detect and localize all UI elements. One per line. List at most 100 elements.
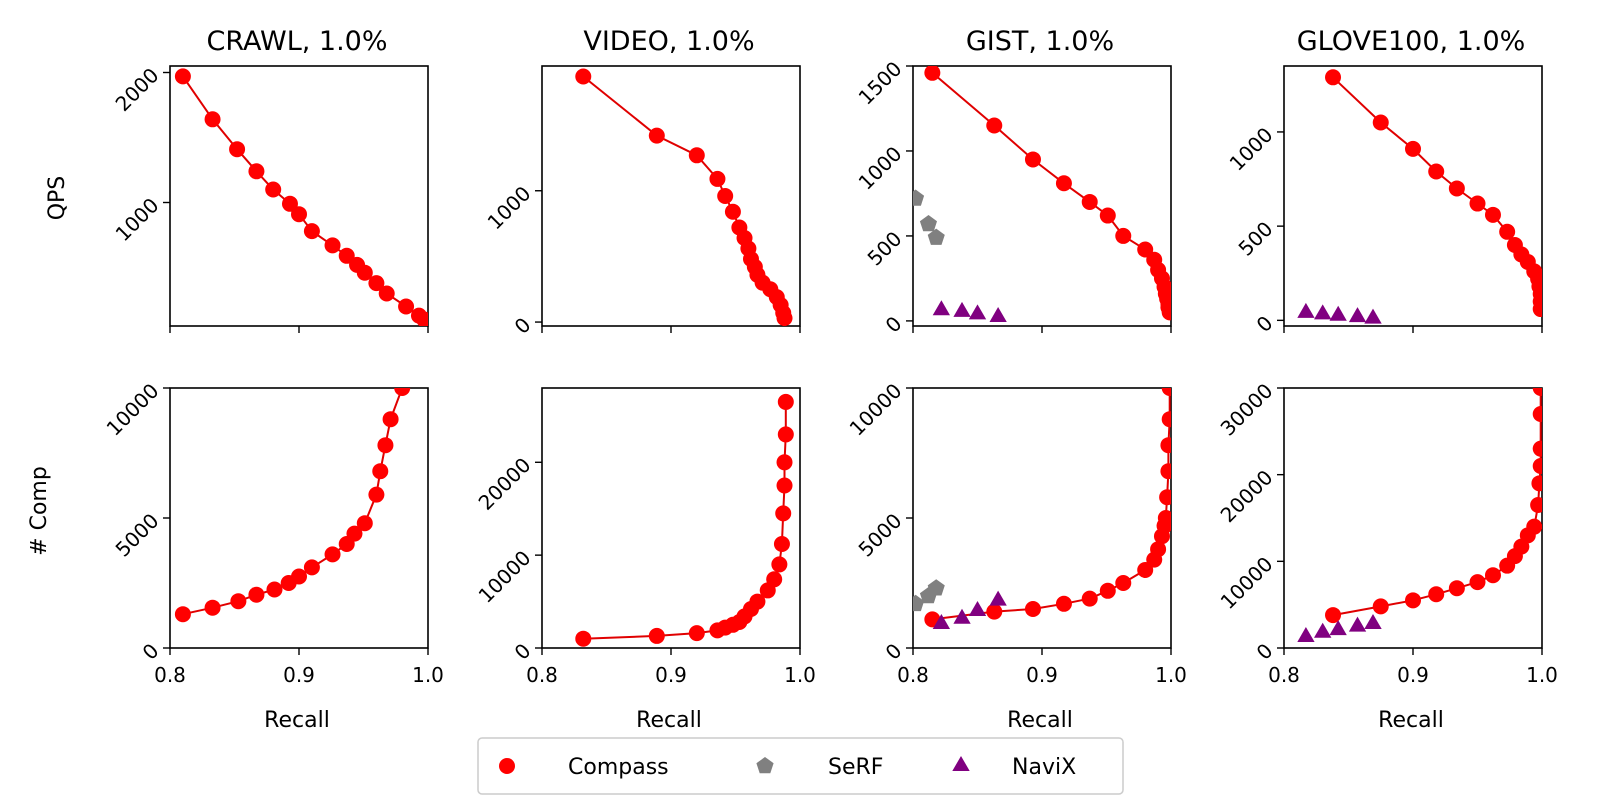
- point-navix: [1297, 627, 1315, 642]
- point-compass: [1532, 440, 1542, 457]
- point-navix: [968, 601, 987, 616]
- point-compass: [1532, 406, 1542, 422]
- panel-title-gist: GIST, 1.0%: [966, 26, 1114, 57]
- point-navix: [932, 300, 950, 316]
- panel-6: 0.8 0.9 1.0 0 5000 10000: [845, 379, 1187, 687]
- point-navix: [989, 307, 1007, 322]
- axes-frame: [1283, 387, 1543, 649]
- y-tick-label: 20000: [474, 453, 536, 515]
- point-compass: [281, 195, 298, 212]
- point-compass: [648, 127, 665, 144]
- point-compass: [717, 188, 734, 204]
- point-compass: [648, 627, 665, 644]
- point-serf: [919, 215, 937, 232]
- point-compass: [1055, 175, 1072, 192]
- legend-label-navix: NaviX: [1012, 755, 1076, 780]
- point-compass: [1024, 601, 1041, 617]
- panel-title-crawl: CRAWL, 1.0%: [206, 26, 387, 57]
- plot-area: [575, 393, 794, 647]
- point-compass: [1161, 411, 1171, 428]
- xlabel-crawl: Recall: [264, 708, 330, 733]
- point-compass: [1055, 595, 1072, 612]
- y-tick-label: 10000: [1216, 552, 1278, 614]
- point-navix: [953, 301, 971, 317]
- point-compass: [382, 411, 399, 428]
- legend-marker-navix: [952, 756, 970, 771]
- point-compass: [1526, 518, 1542, 535]
- point-compass: [398, 298, 415, 315]
- y-tick-label: 500: [1234, 217, 1278, 261]
- x-tick-label: 0.9: [283, 663, 315, 687]
- point-compass: [1159, 489, 1171, 506]
- point-navix: [1348, 307, 1367, 323]
- point-compass: [776, 310, 793, 326]
- point-compass: [1532, 301, 1542, 318]
- point-navix: [1314, 304, 1332, 320]
- series-line-compass: [1332, 388, 1542, 617]
- point-compass: [776, 454, 793, 471]
- point-compass: [1532, 388, 1542, 396]
- point-compass: [1405, 592, 1421, 609]
- y-tick-label: 0: [881, 311, 907, 337]
- series-line-compass: [182, 75, 425, 321]
- point-compass: [174, 606, 191, 623]
- point-compass: [575, 68, 592, 85]
- point-compass: [1484, 567, 1501, 584]
- point-compass: [1325, 607, 1342, 624]
- point-compass: [688, 625, 705, 642]
- panel-4: 0.8 0.9 1.0 0 5000 10000: [102, 379, 444, 687]
- y-tick-label: 0: [1252, 311, 1278, 337]
- legend: Compass SeRF NaviX: [477, 737, 1124, 795]
- xlabel-glove100: Recall: [1378, 708, 1444, 733]
- point-compass: [324, 546, 341, 563]
- series-line-compass: [931, 72, 1171, 313]
- point-serf: [927, 579, 945, 596]
- x-tick-label: 0.8: [526, 663, 558, 687]
- point-compass: [356, 515, 373, 532]
- y-tick-label: 30000: [1216, 379, 1278, 441]
- point-compass: [174, 68, 191, 85]
- panel-2: 0 500 1000 1500: [854, 57, 1172, 337]
- point-compass: [1081, 590, 1098, 607]
- point-compass: [394, 388, 411, 396]
- point-navix: [1329, 305, 1347, 321]
- legend-marker-compass: [499, 758, 515, 774]
- point-compass: [1161, 388, 1171, 396]
- point-compass: [986, 603, 1003, 620]
- y-tick-label: 0: [510, 313, 536, 339]
- point-compass: [265, 181, 282, 198]
- point-serf: [913, 594, 925, 612]
- axes-frame: [912, 65, 1172, 327]
- plot-area: [913, 66, 1171, 322]
- point-compass: [1150, 541, 1167, 558]
- point-compass: [1325, 69, 1342, 86]
- point-compass: [377, 437, 394, 454]
- point-compass: [724, 203, 741, 220]
- point-compass: [378, 285, 395, 302]
- point-compass: [346, 525, 363, 542]
- x-tick-label: 1.0: [1155, 663, 1187, 687]
- point-compass: [771, 556, 788, 573]
- point-compass: [1081, 193, 1098, 210]
- y-tick-label: 10000: [102, 379, 164, 441]
- x-tick-label: 0.9: [655, 663, 687, 687]
- y-tick-label: 5000: [854, 509, 907, 562]
- legend-label-compass: Compass: [568, 755, 669, 780]
- series-line-compass: [932, 388, 1171, 621]
- point-compass: [1099, 207, 1116, 224]
- point-navix: [989, 590, 1007, 606]
- point-compass: [749, 593, 766, 610]
- point-compass: [368, 275, 385, 292]
- point-compass: [1532, 458, 1542, 474]
- y-tick-label: 1000: [854, 142, 907, 195]
- panel-title-glove100: GLOVE100, 1.0%: [1297, 26, 1526, 57]
- point-compass: [204, 111, 221, 128]
- point-navix: [1297, 302, 1315, 318]
- xlabel-gist: Recall: [1007, 708, 1073, 733]
- y-tick-label: 5000: [111, 509, 164, 562]
- ylabel-qps: QPS: [45, 176, 70, 221]
- point-compass: [709, 170, 726, 187]
- point-compass: [372, 463, 389, 480]
- point-compass: [291, 568, 307, 585]
